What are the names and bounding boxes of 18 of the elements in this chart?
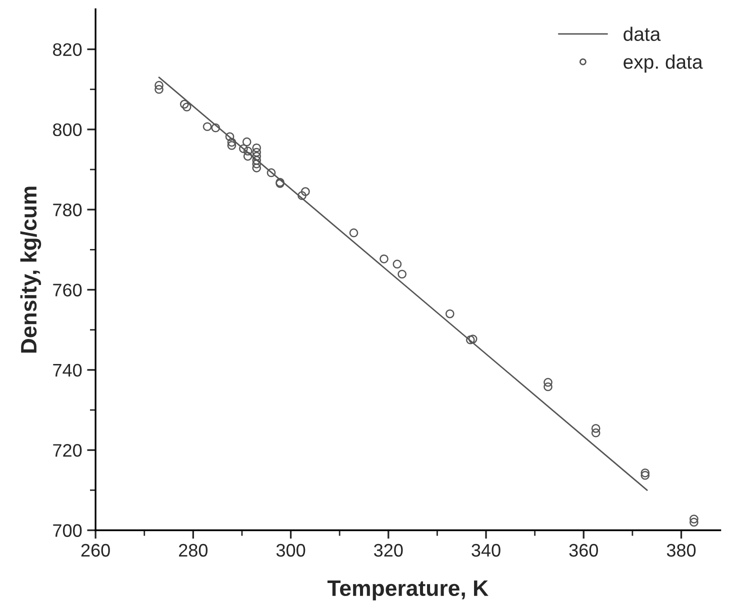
x-tick-label: 300: [276, 544, 306, 557]
x-tick-label: 380: [666, 544, 696, 557]
legend-label: exp. data: [624, 54, 703, 73]
x-tick-label: 320: [374, 544, 403, 557]
x-tick-label: 280: [179, 544, 208, 557]
x-tick-label: 360: [569, 544, 598, 557]
legend-label: data: [624, 26, 661, 41]
y-tick-label: 780: [53, 204, 82, 216]
y-tick-label: 740: [53, 364, 82, 377]
x-tick-label: 340: [472, 544, 500, 557]
y-tick-label: 700: [53, 524, 82, 537]
y-tick-label: 800: [53, 123, 82, 136]
y-tick-label: 820: [53, 43, 82, 56]
y-axis-title: Density, kg/cum: [20, 186, 42, 353]
y-tick-label: 760: [53, 284, 82, 296]
y-tick-label: 720: [53, 444, 82, 457]
x-axis-title: Temperature, K: [327, 580, 488, 600]
x-tick-label: 260: [81, 544, 110, 557]
